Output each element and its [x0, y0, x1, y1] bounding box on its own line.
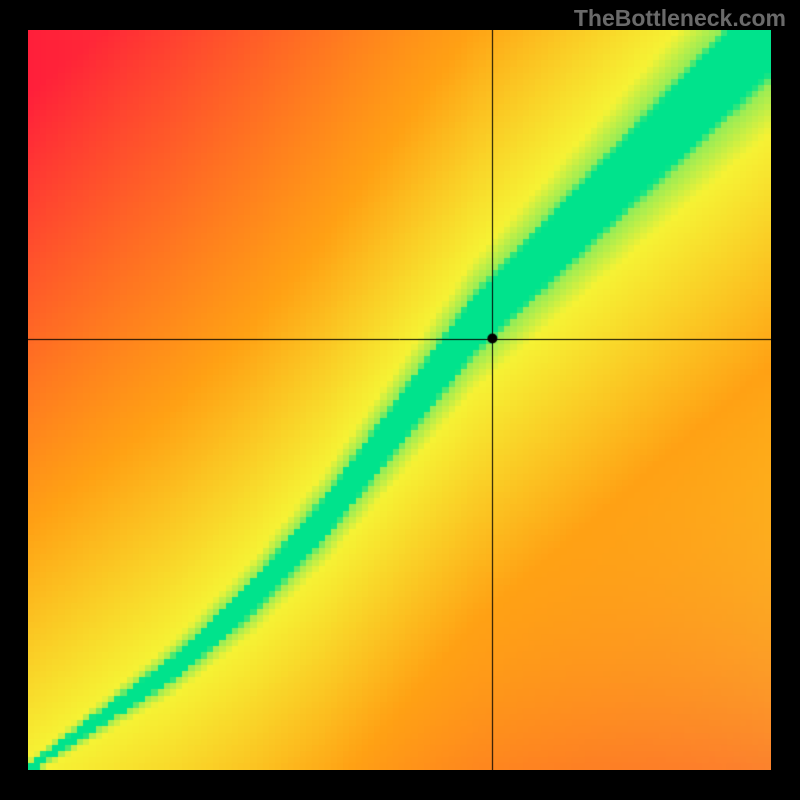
heatmap-canvas: [28, 30, 771, 770]
watermark-text: TheBottleneck.com: [574, 5, 786, 32]
chart-container: TheBottleneck.com: [0, 0, 800, 800]
heatmap-chart: [28, 30, 771, 770]
